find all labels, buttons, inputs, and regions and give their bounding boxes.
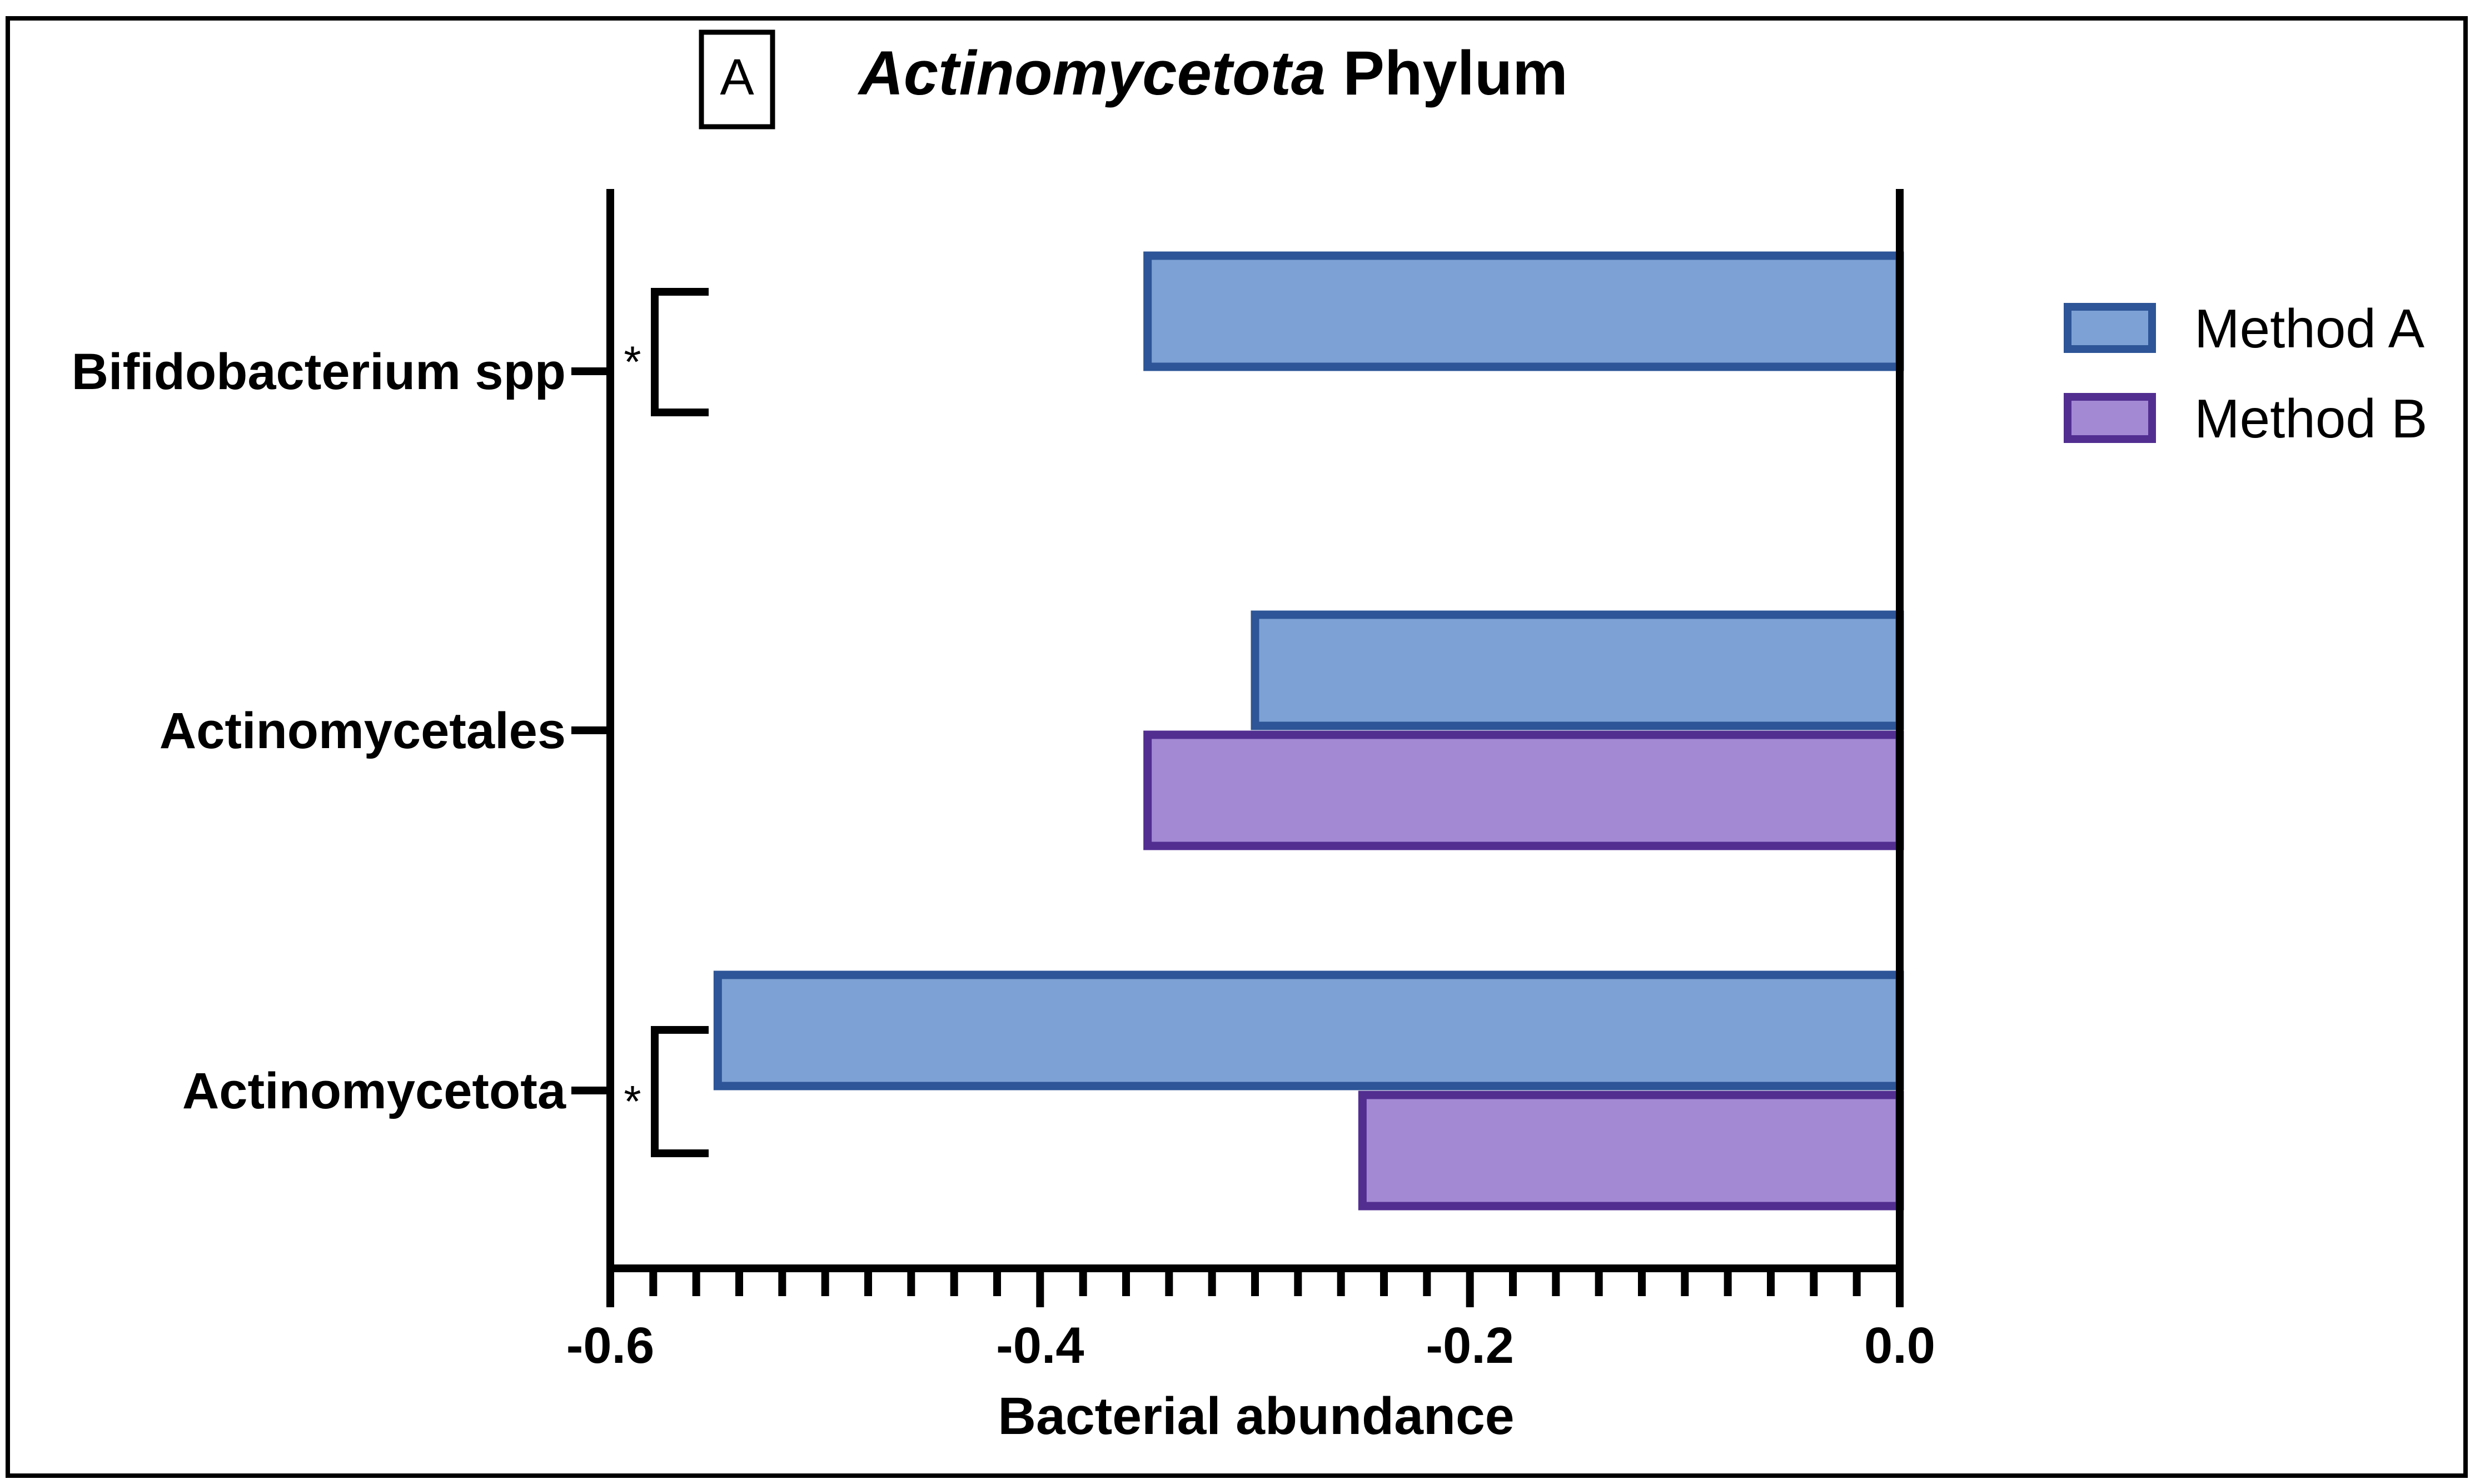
significance-star: *	[624, 337, 641, 387]
legend-label: Method B	[2194, 388, 2427, 449]
legend-label: Method A	[2194, 298, 2425, 359]
legend-swatch-method-b	[2064, 393, 2156, 443]
bar-method-a-0	[1143, 251, 1904, 371]
x-tick-label: -0.4	[996, 1317, 1084, 1374]
chart-title: Actinomycetota Phylum	[857, 38, 1568, 108]
legend-swatch-method-a	[2064, 303, 2156, 353]
significance-bracket	[651, 1026, 709, 1157]
y-category-label: Bifidobacterium spp	[72, 343, 566, 400]
x-axis-label: Bacterial abundance	[998, 1387, 1514, 1446]
y-category-label: Actinomycetales	[160, 703, 566, 759]
bar-method-b-1	[1143, 730, 1904, 850]
chart-title-italic: Actinomycetota	[857, 38, 1326, 108]
x-tick-label: -0.2	[1426, 1317, 1514, 1374]
bar-method-a-1	[1251, 610, 1904, 730]
legend: Method A Method B	[2064, 298, 2427, 449]
significance-annotations: **	[624, 288, 709, 1157]
chart-title-rest: Phylum	[1326, 38, 1568, 108]
x-tick-label: 0.0	[1864, 1317, 1935, 1374]
bars	[713, 251, 1904, 1211]
significance-bracket	[651, 288, 709, 416]
panel-letter-box	[699, 29, 775, 130]
y-category-label: Actinomycetota	[182, 1063, 566, 1119]
bar-method-a-2	[713, 970, 1904, 1090]
x-tick-label: -0.6	[566, 1317, 655, 1374]
panel-letter: A	[720, 49, 754, 106]
bar-method-b-2	[1358, 1090, 1904, 1211]
axes: -0.6 -0.4 -0.2 0.0 Bifidobacterium spp Actino…	[72, 189, 1935, 1374]
significance-star: *	[624, 1077, 641, 1126]
